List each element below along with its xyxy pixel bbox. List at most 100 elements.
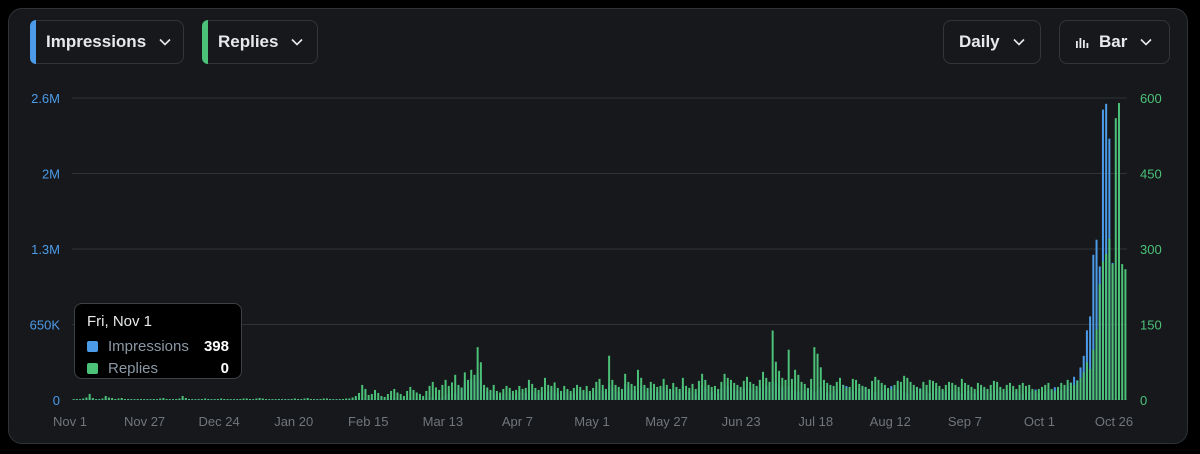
- replies-bar: [290, 398, 293, 400]
- replies-bar: [1002, 388, 1005, 400]
- replies-bar: [932, 380, 934, 400]
- replies-bar: [386, 393, 389, 400]
- replies-bar: [576, 384, 579, 400]
- tooltip-row-impressions: Impressions 398: [87, 337, 229, 355]
- replies-bar: [85, 397, 88, 400]
- replies-bar: [915, 386, 918, 400]
- replies-bar: [928, 379, 931, 400]
- replies-bar: [1053, 390, 1056, 400]
- replies-bar: [1082, 372, 1085, 400]
- metric2-dropdown[interactable]: Replies: [202, 20, 318, 64]
- replies-bar: [499, 392, 502, 400]
- replies-bar: [707, 384, 710, 400]
- replies-bar: [1101, 261, 1104, 400]
- replies-bar: [832, 385, 835, 400]
- chart-type-dropdown[interactable]: Bar: [1059, 20, 1170, 64]
- replies-bar: [964, 382, 967, 400]
- replies-bar: [1028, 384, 1031, 400]
- replies-bar: [412, 389, 415, 400]
- replies-bar: [1034, 390, 1037, 400]
- replies-bar: [739, 386, 742, 400]
- replies-bar: [627, 381, 630, 400]
- replies-bar: [848, 386, 851, 400]
- replies-bar: [341, 398, 344, 400]
- replies-bar: [428, 385, 431, 400]
- replies-bar: [566, 388, 569, 400]
- replies-bar: [701, 373, 704, 400]
- replies-bar: [274, 399, 277, 400]
- replies-bar: [572, 387, 575, 400]
- replies-bar: [351, 397, 354, 400]
- replies-bar: [835, 381, 838, 400]
- replies-bar: [303, 398, 306, 400]
- x-tick-label: Apr 7: [502, 414, 533, 429]
- replies-bar: [778, 370, 781, 400]
- replies-bar: [162, 397, 165, 400]
- x-tick-label: Oct 26: [1095, 414, 1133, 429]
- replies-bar: [992, 380, 995, 400]
- replies-bar: [444, 379, 447, 400]
- replies-bar: [165, 398, 168, 400]
- replies-bar: [733, 382, 736, 400]
- replies-bar: [284, 399, 287, 400]
- replies-bar: [534, 387, 537, 400]
- replies-bar: [95, 398, 98, 400]
- replies-bar: [75, 398, 78, 400]
- replies-bar: [220, 398, 223, 400]
- replies-bar: [656, 386, 659, 400]
- y-left-tick-label: 0: [53, 393, 60, 408]
- replies-bar: [553, 382, 556, 400]
- replies-bar: [1124, 269, 1127, 400]
- replies-bar: [851, 378, 854, 400]
- replies-bar: [495, 390, 498, 400]
- replies-bar: [486, 387, 489, 400]
- replies-bar: [380, 395, 383, 400]
- replies-bar: [912, 384, 915, 400]
- replies-bar: [874, 376, 877, 400]
- replies-bar: [204, 398, 207, 400]
- replies-bar: [694, 388, 697, 400]
- replies-bar: [159, 398, 162, 400]
- metric1-label: Impressions: [46, 32, 147, 51]
- replies-bar: [1015, 388, 1018, 400]
- replies-bar: [111, 397, 114, 400]
- tooltip-label: Impressions: [108, 337, 189, 355]
- replies-bar: [614, 384, 617, 400]
- replies-bar: [521, 388, 524, 400]
- replies-bar: [960, 378, 963, 400]
- impressions-bar: [1101, 109, 1104, 400]
- replies-bar: [989, 384, 992, 400]
- replies-bar: [479, 362, 482, 400]
- tooltip-date: Fri, Nov 1: [87, 313, 153, 330]
- replies-bar: [588, 390, 591, 400]
- replies-bar: [864, 386, 867, 400]
- replies-bar: [797, 374, 800, 400]
- replies-bar: [1098, 284, 1101, 400]
- replies-bar: [79, 399, 82, 400]
- replies-bar: [431, 381, 434, 400]
- replies-bar: [248, 398, 251, 400]
- replies-bar: [636, 369, 639, 400]
- replies-bar: [816, 353, 819, 400]
- replies-bar: [948, 381, 951, 400]
- replies-bar: [774, 361, 777, 400]
- replies-bar: [1076, 380, 1079, 400]
- replies-bar: [973, 388, 976, 400]
- replies-bar: [470, 369, 473, 400]
- replies-bar: [970, 386, 973, 400]
- replies-bar: [598, 378, 601, 400]
- replies-bar: [957, 386, 960, 400]
- replies-bar: [620, 388, 623, 400]
- replies-bar: [643, 384, 646, 400]
- replies-bar: [906, 377, 909, 400]
- metric1-dropdown[interactable]: Impressions: [30, 20, 184, 64]
- interval-dropdown[interactable]: Daily: [943, 20, 1041, 64]
- replies-bar: [604, 388, 607, 400]
- chevron-down-icon: [1012, 35, 1026, 49]
- replies-bar: [239, 398, 242, 400]
- replies-bar: [742, 380, 745, 400]
- replies-bar: [1037, 388, 1040, 400]
- replies-bar: [261, 398, 264, 400]
- impressions-bar: [1105, 103, 1108, 401]
- replies-bar: [293, 398, 296, 400]
